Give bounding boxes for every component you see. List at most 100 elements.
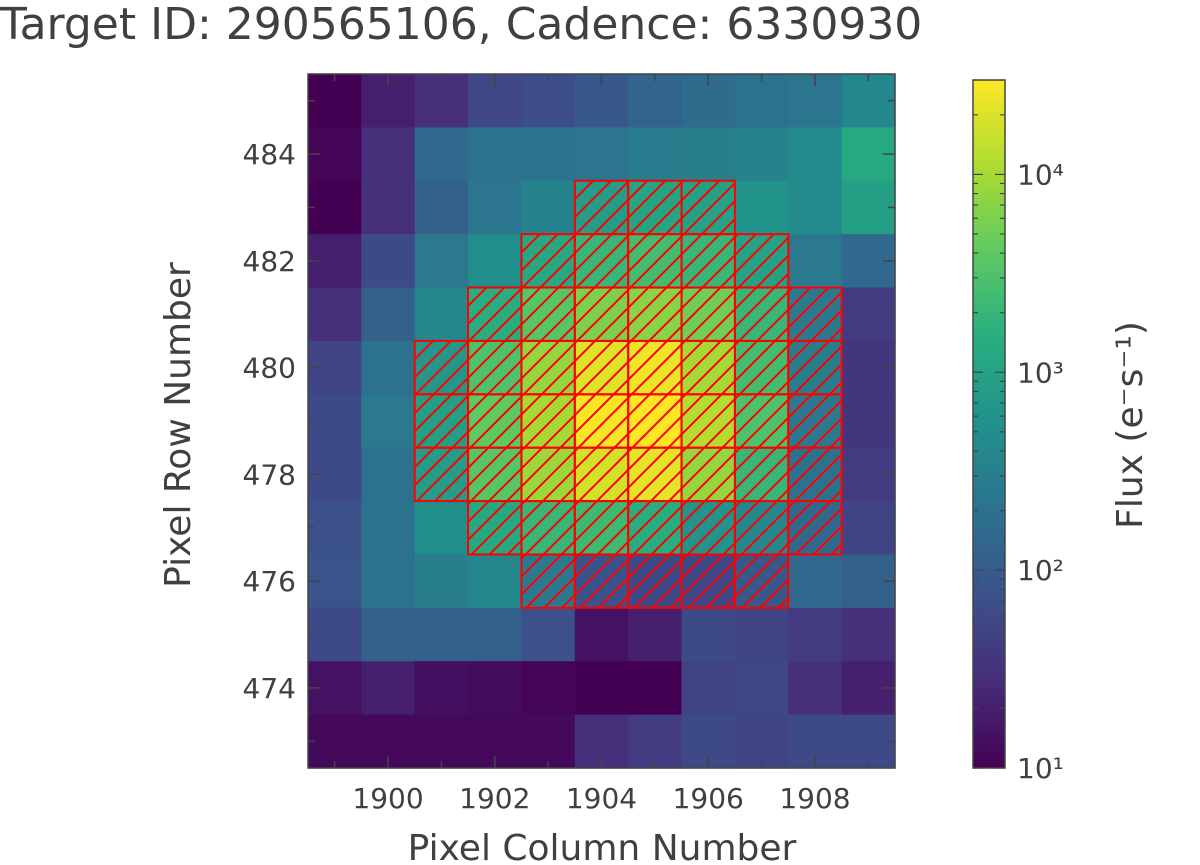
heatmap-cell [361, 340, 416, 395]
heatmap-cell [361, 234, 416, 289]
heatmap-cell [734, 127, 789, 182]
heatmap-cell [361, 394, 416, 449]
colorbar-tick-label: 10² [1017, 554, 1064, 587]
aperture-pixel [680, 446, 736, 503]
aperture-pixel [680, 233, 736, 289]
y-axis: 474 476 478 480 482 484 [243, 99, 895, 743]
heatmap-cell [361, 607, 416, 662]
x-tick-label: 1908 [779, 782, 850, 815]
aperture-pixel [787, 446, 843, 503]
heatmap-cell [361, 180, 416, 235]
chart-title: Target ID: 290565106, Cadence: 6330930 [0, 0, 923, 50]
heatmap-cell [468, 554, 523, 609]
heatmap-cell [628, 607, 683, 662]
heatmap-cell [468, 607, 523, 662]
aperture-pixel [627, 553, 683, 609]
y-tick-label: 478 [243, 458, 296, 491]
heatmap-cell [841, 180, 896, 235]
heatmap-cell [841, 714, 896, 769]
heatmap-cell [308, 180, 362, 235]
heatmap-cell [414, 287, 469, 342]
heatmap-cell [361, 554, 416, 609]
y-tick-label: 474 [243, 672, 296, 705]
heatmap-cell [734, 74, 789, 128]
aperture-pixel [680, 393, 736, 449]
heatmap-cell [414, 501, 469, 556]
aperture-pixel [627, 500, 683, 556]
aperture-pixel [573, 393, 630, 449]
aperture-pixel [733, 446, 790, 503]
aperture-pixel [467, 500, 523, 556]
aperture-pixel [733, 286, 790, 342]
heatmap-cell [468, 661, 523, 716]
aperture-pixel [413, 339, 470, 396]
heatmap-cell [414, 180, 469, 235]
heatmap-cell [414, 661, 469, 716]
y-tick-label: 484 [243, 138, 296, 171]
heatmap-cell [628, 661, 683, 716]
aperture-pixel [573, 233, 630, 289]
heatmap-cell [574, 127, 629, 182]
heatmap-cell [788, 234, 843, 289]
aperture-pixel [627, 233, 683, 289]
aperture-pixel [733, 393, 790, 449]
y-tick-label: 482 [243, 245, 296, 278]
heatmap-cell [788, 554, 843, 609]
heatmap-cell [414, 607, 469, 662]
heatmap-cell [841, 394, 896, 449]
heatmap-cell [734, 714, 789, 769]
heatmap-cell [788, 607, 843, 662]
aperture-pixel [467, 393, 523, 449]
heatmap-cell [628, 74, 683, 128]
heatmap-cell [361, 661, 416, 716]
heatmap-cell [468, 234, 523, 289]
aperture-pixel [467, 339, 523, 396]
heatmap-cell [628, 127, 683, 182]
heatmap-cell [521, 607, 576, 662]
heatmap-cell [574, 661, 629, 716]
heatmap-cell [734, 180, 789, 235]
heatmap-cell [521, 127, 576, 182]
heatmap-cell [841, 287, 896, 342]
aperture-pixel [573, 500, 630, 556]
heatmap-cell [308, 714, 362, 769]
heatmap-cell [521, 714, 576, 769]
heatmap-cell [308, 501, 362, 556]
heatmap-cell [681, 127, 736, 182]
aperture-pixel [573, 446, 630, 503]
heatmap-cell [308, 287, 362, 342]
aperture-pixel [573, 339, 630, 396]
aperture-pixel [573, 553, 630, 609]
aperture-pixel [520, 286, 576, 342]
x-axis-label: Pixel Column Number [408, 828, 797, 865]
x-tick-label: 1900 [352, 782, 423, 815]
aperture-pixel [787, 286, 843, 342]
aperture-pixel [787, 500, 843, 556]
colorbar-tick-label: 10³ [1017, 356, 1064, 389]
x-tick-label: 1904 [566, 782, 637, 815]
aperture-pixel [733, 233, 790, 289]
heatmap-cell [361, 287, 416, 342]
heatmap-cell [468, 127, 523, 182]
aperture-pixel [733, 339, 790, 396]
heatmap-cell [788, 661, 843, 716]
colorbar-tick-label: 10¹ [1017, 752, 1064, 785]
colorbar-label: Flux (e⁻s⁻¹) [1110, 321, 1151, 529]
heatmap-cell [734, 661, 789, 716]
heatmap-cell [308, 394, 362, 449]
heatmap-cell [788, 180, 843, 235]
heatmap-cell [521, 661, 576, 716]
aperture-pixel [413, 446, 470, 503]
y-tick-label: 476 [243, 565, 296, 598]
heatmap-cell [628, 714, 683, 769]
aperture-pixel [573, 286, 630, 342]
x-tick-label: 1902 [459, 782, 530, 815]
heatmap-cell [681, 661, 736, 716]
heatmap-cell [308, 74, 362, 128]
heatmap-cell [521, 74, 576, 128]
y-tick-label: 480 [243, 352, 296, 385]
heatmap-cell [841, 607, 896, 662]
heatmap-cell [414, 127, 469, 182]
aperture-pixel [733, 553, 790, 609]
